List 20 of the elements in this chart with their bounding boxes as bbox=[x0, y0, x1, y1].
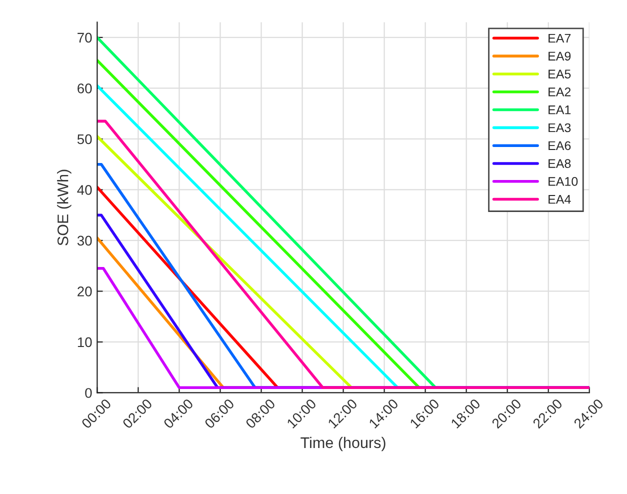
legend-label: EA7 bbox=[548, 34, 571, 43]
legend-label: EA5 bbox=[548, 70, 571, 78]
x-axis-title: Time (hours) bbox=[300, 436, 386, 452]
y-tick-label: 10 bbox=[78, 337, 92, 348]
y-tick-label: 70 bbox=[78, 32, 92, 43]
legend-label: EA2 bbox=[548, 88, 571, 96]
legend-label: EA4 bbox=[548, 195, 571, 204]
y-axis-title: SOE (kWh) bbox=[57, 170, 72, 246]
y-tick-label: 50 bbox=[77, 134, 92, 144]
y-tick-label: 0 bbox=[85, 388, 92, 398]
legend-label: EA6 bbox=[548, 141, 571, 150]
legend-label: EA3 bbox=[548, 123, 571, 132]
legend-label: EA10 bbox=[548, 177, 578, 186]
y-tick-label: 20 bbox=[78, 286, 92, 296]
y-tick-label: 60 bbox=[78, 84, 92, 94]
legend-label: EA8 bbox=[548, 159, 571, 168]
legend-label: EA9 bbox=[548, 52, 571, 61]
y-tick-label: 30 bbox=[77, 236, 92, 246]
y-tick-label: 40 bbox=[77, 185, 92, 195]
legend-label: EA1 bbox=[548, 106, 571, 114]
